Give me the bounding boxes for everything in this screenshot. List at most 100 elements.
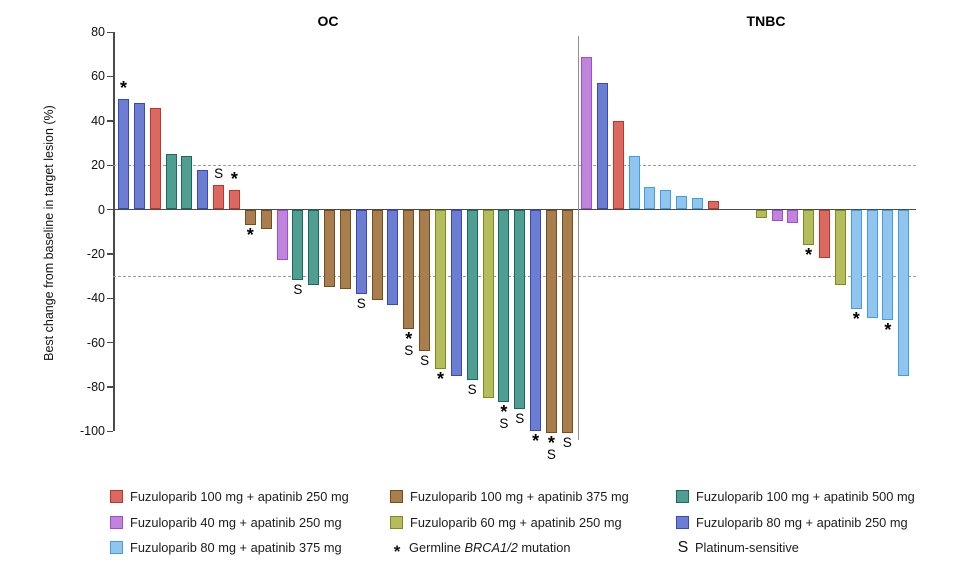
- oc-bar-15: [339, 209, 351, 290]
- legend-item: Fuzuloparib 80 mg + apatinib 375 mg: [110, 535, 349, 561]
- y-tick-mark: [107, 430, 113, 432]
- annotation-star: *: [797, 244, 821, 265]
- y-tick-mark: [107, 253, 113, 255]
- y-tick-mark: [107, 164, 113, 166]
- zero-baseline: [113, 208, 916, 211]
- tnbc-bar-4: [628, 156, 640, 210]
- oc-bar-10: [260, 209, 272, 230]
- oc-bar-21: [435, 209, 446, 370]
- oc-bar-20: [419, 209, 431, 352]
- platinum-sensitive-marker-icon: S: [677, 538, 689, 556]
- brca-mutation-marker: *: [547, 433, 555, 454]
- y-tick-label: -20: [86, 246, 105, 261]
- y-tick-mark: [107, 342, 113, 344]
- lightblue-swatch-icon: [110, 541, 123, 555]
- y-axis-line: [113, 32, 115, 432]
- purple-swatch-icon: [110, 515, 123, 529]
- annotation-star: *: [876, 321, 900, 339]
- annotation-star: *: [112, 78, 136, 98]
- annotation-s: S: [413, 354, 437, 368]
- tnbc-bar-3: [612, 120, 624, 210]
- legend-item: Fuzuloparib 100 mg + apatinib 250 mg: [110, 484, 349, 510]
- legend-label: Fuzuloparib 100 mg + apatinib 250 mg: [130, 489, 349, 505]
- oc-bar-1: [118, 98, 129, 210]
- oc-bar-19: [403, 209, 415, 330]
- annotation-star: *: [524, 431, 548, 452]
- oc-bar-25: [498, 209, 510, 403]
- oc-bar-16: [355, 209, 367, 294]
- y-tick-label: -100: [79, 424, 105, 439]
- annotation-star: *: [222, 169, 246, 189]
- legend-label: Fuzuloparib 60 mg + apatinib 250 mg: [410, 514, 622, 530]
- legend-column-1: Fuzuloparib 100 mg + apatinib 250 mg Fuzu…: [110, 484, 349, 561]
- brca-mutation-marker-icon: *: [393, 541, 401, 561]
- panel-title-tnbc: TNBC: [746, 13, 786, 29]
- panel-title-oc: OC: [317, 13, 339, 29]
- y-tick-mark: [107, 120, 113, 122]
- annotation-s: S: [555, 436, 579, 450]
- annotation-star: *: [844, 309, 868, 330]
- legend-label: Platinum-sensitive: [695, 540, 799, 556]
- annotation-s: S: [286, 283, 310, 297]
- tnbc-bar-7: [676, 196, 688, 210]
- legend-item: Fuzuloparib 80 mg + apatinib 250 mg: [676, 510, 915, 536]
- platinum-sensitive-marker: S: [293, 282, 303, 298]
- brca-mutation-marker: *: [246, 225, 254, 246]
- brca-mutation-marker: *: [230, 168, 238, 189]
- tnbc-bar-11: [771, 209, 783, 221]
- platinum-sensitive-marker: S: [214, 166, 224, 182]
- tnbc-bar-14: [819, 209, 831, 259]
- annotation-star: *: [429, 370, 453, 388]
- oc-bar-22: [450, 209, 462, 376]
- y-tick-label: 60: [91, 69, 105, 84]
- y-tick-label: 20: [91, 158, 105, 173]
- annotation-star-s: * S: [539, 433, 563, 463]
- annotation-s: S: [207, 164, 231, 184]
- annotation-star-s: * S: [397, 330, 421, 358]
- y-tick-label: -40: [86, 291, 105, 306]
- y-tick-mark: [107, 386, 113, 388]
- legend-label: Germline BRCA1/2 mutation: [409, 540, 571, 556]
- platinum-sensitive-marker: S: [546, 447, 556, 463]
- tnbc-bar-19: [898, 209, 910, 376]
- legend-column-2: Fuzuloparib 100 mg + apatinib 375 mg Fuzu…: [390, 484, 629, 561]
- legend-item: * Germline BRCA1/2 mutation: [390, 535, 629, 561]
- tnbc-bar-1: [581, 56, 592, 210]
- legend-label: Fuzuloparib 80 mg + apatinib 375 mg: [130, 540, 342, 556]
- brown-swatch-icon: [390, 490, 403, 504]
- platinum-sensitive-marker: S: [420, 353, 430, 369]
- oc-bar-2: [133, 103, 145, 210]
- oc-bar-29: [561, 209, 573, 434]
- y-tick-label: 80: [91, 25, 105, 40]
- y-tick-label: 0: [98, 202, 105, 217]
- brca-mutation-marker: *: [805, 244, 813, 265]
- oc-bar-26: [514, 209, 526, 410]
- tnbc-bar-17: [866, 209, 878, 319]
- oc-bar-12: [292, 209, 304, 281]
- oc-bar-13: [308, 209, 320, 285]
- oc-bar-23: [466, 209, 478, 381]
- y-tick-mark: [107, 297, 113, 299]
- legend-item: Fuzuloparib 60 mg + apatinib 250 mg: [390, 510, 629, 536]
- olive-swatch-icon: [390, 515, 403, 529]
- brca-mutation-marker: *: [532, 431, 540, 452]
- platinum-sensitive-marker: S: [499, 416, 509, 432]
- annotation-star: *: [238, 225, 262, 246]
- legend-item: Fuzuloparib 100 mg + apatinib 375 mg: [390, 484, 629, 510]
- legend-item: S Platinum-sensitive: [676, 535, 915, 561]
- tnbc-bar-15: [834, 209, 846, 285]
- brca-mutation-marker: *: [119, 77, 127, 98]
- indigo-swatch-icon: [676, 515, 689, 529]
- oc-bar-4: [165, 154, 177, 210]
- red-swatch-icon: [110, 490, 123, 504]
- legend-label: Fuzuloparib 100 mg + apatinib 500 mg: [696, 489, 915, 505]
- oc-bar-18: [387, 209, 399, 305]
- brca-mutation-marker: *: [852, 309, 860, 330]
- oc-bar-17: [371, 209, 383, 301]
- y-tick-mark: [107, 31, 113, 33]
- tnbc-bar-13: [803, 209, 815, 245]
- legend-label: Fuzuloparib 40 mg + apatinib 250 mg: [130, 514, 342, 530]
- tnbc-bar-12: [787, 209, 799, 223]
- y-tick-label: -80: [86, 379, 105, 394]
